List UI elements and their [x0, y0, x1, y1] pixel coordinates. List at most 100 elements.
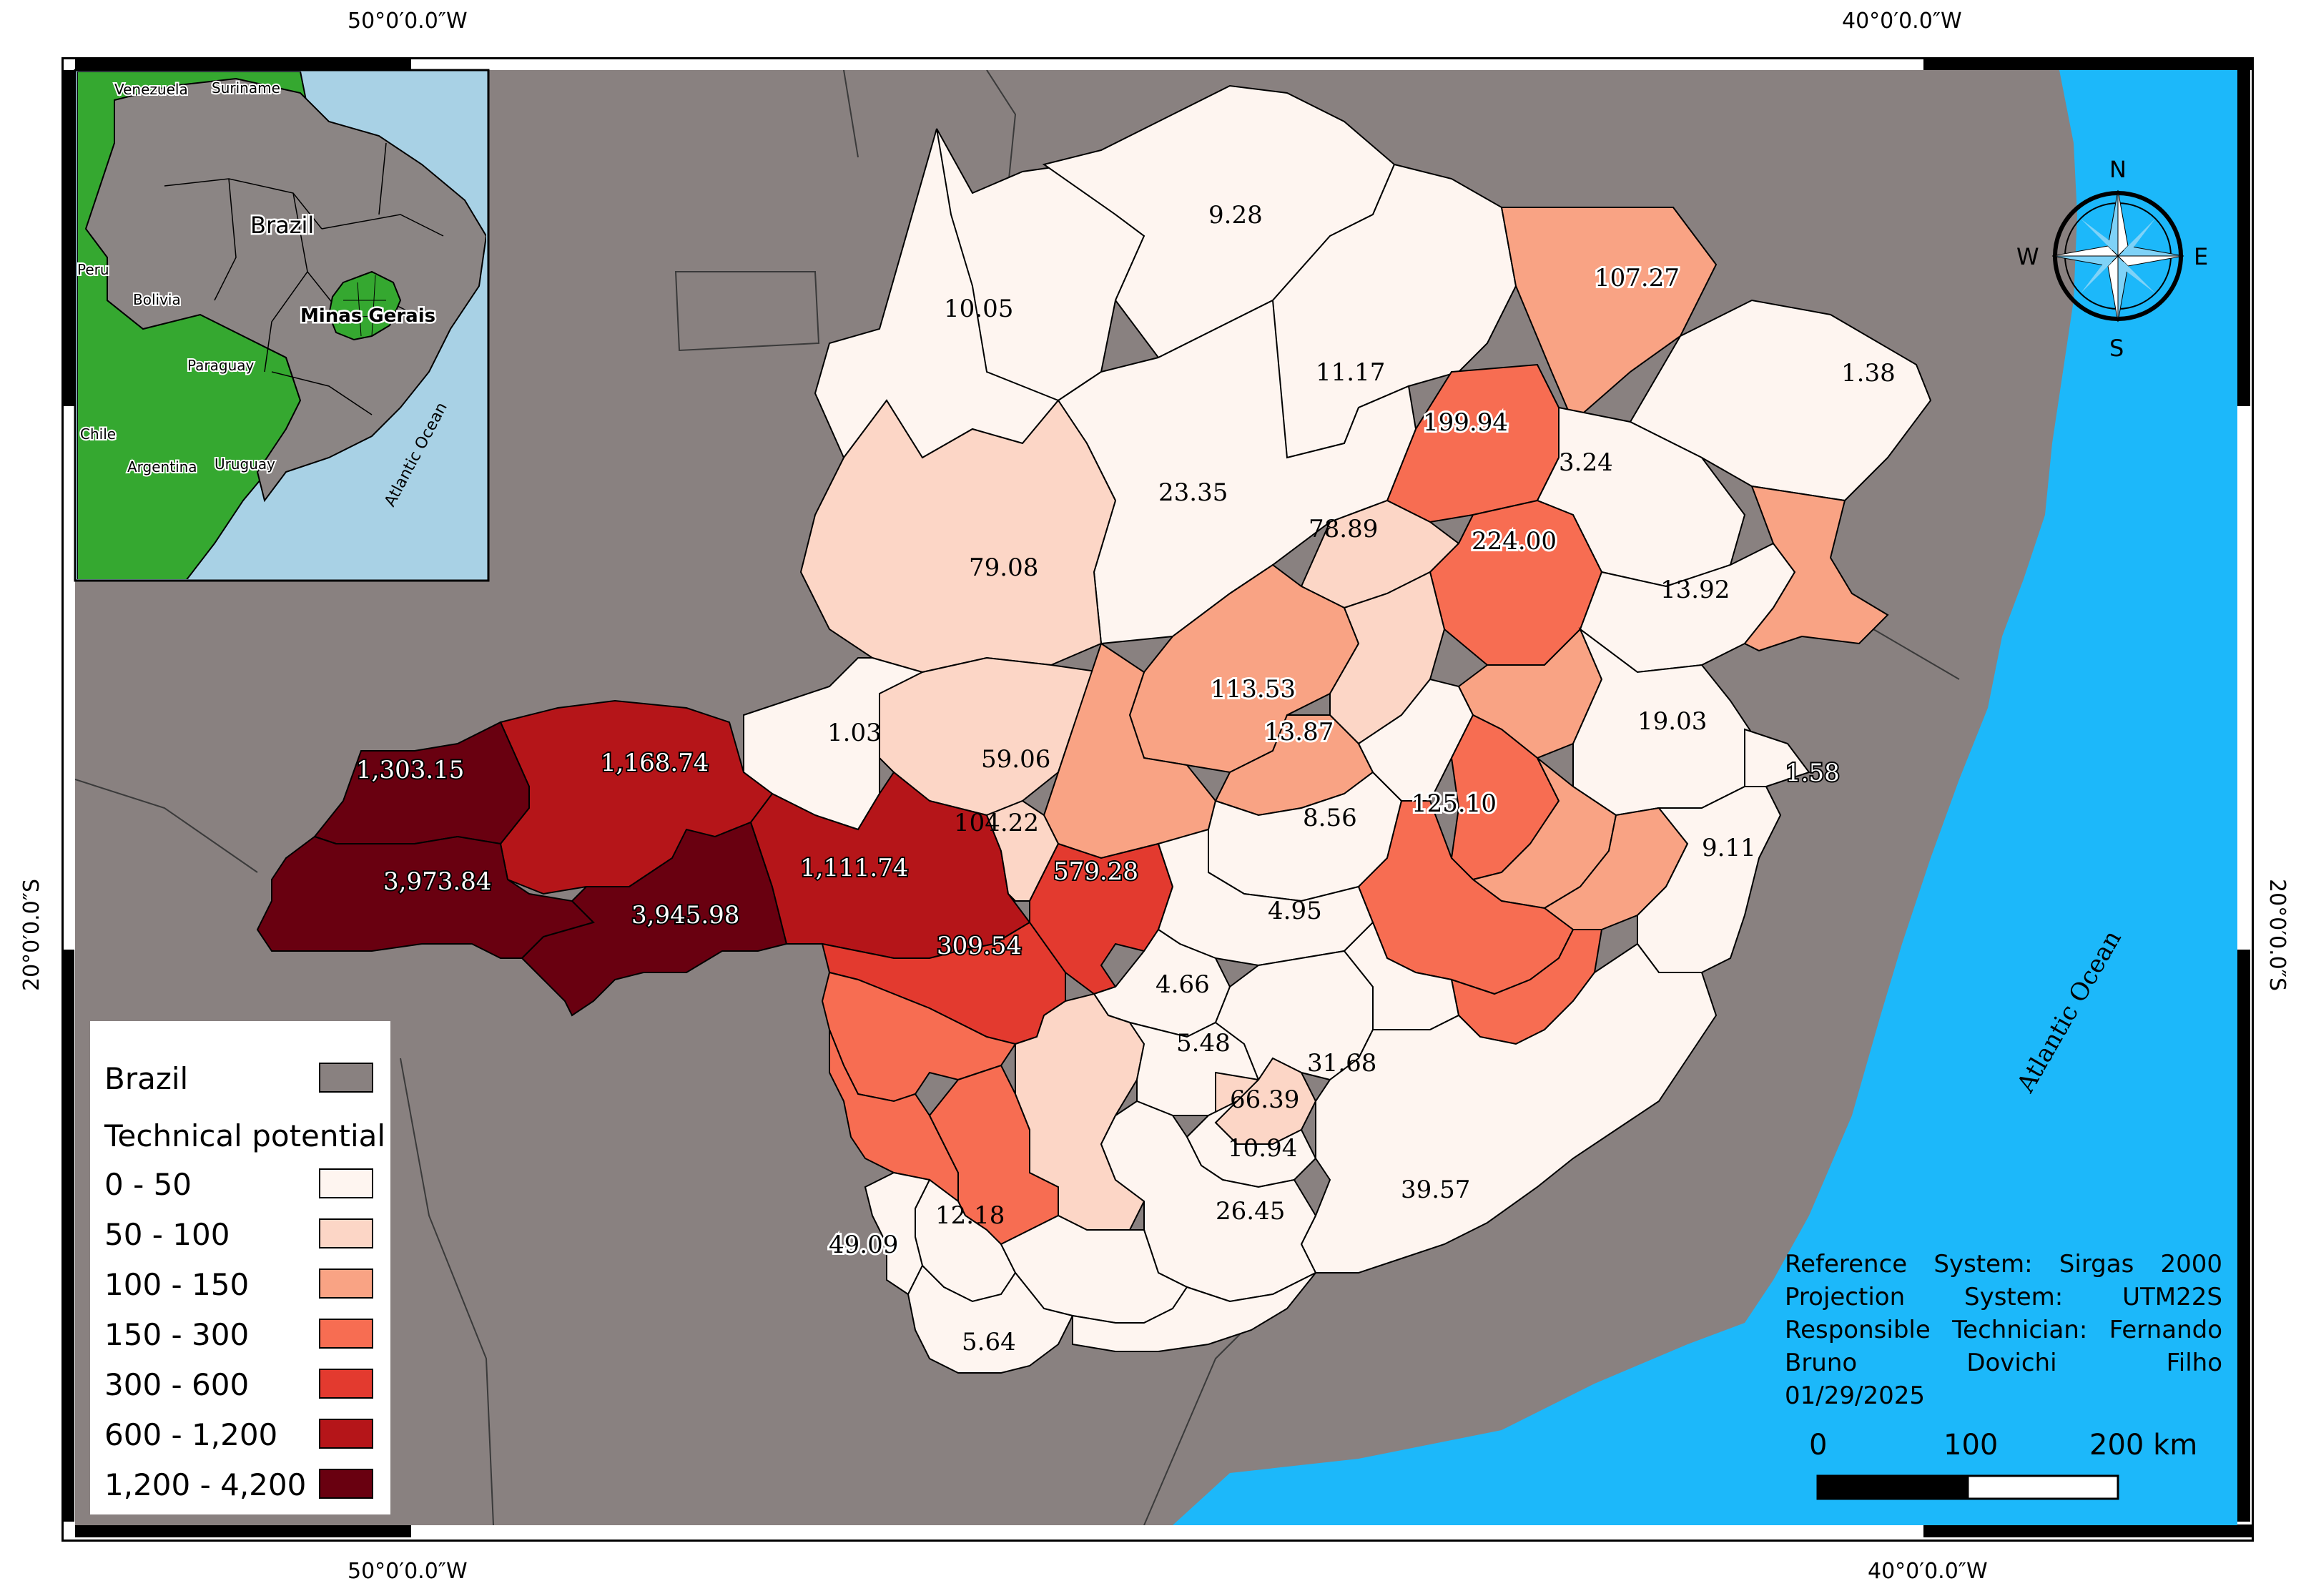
- region-value-label: 49.09: [829, 1231, 898, 1259]
- legend-class-label: 50 - 100: [104, 1217, 230, 1252]
- info-line-date: 01/29/2025: [1785, 1379, 2222, 1412]
- west-label: W: [2016, 243, 2039, 270]
- legend-title: Technical potential: [104, 1118, 386, 1153]
- info-word: Technician:: [1952, 1316, 2088, 1344]
- inset-uruguay: Uruguay: [215, 455, 275, 473]
- region-value-label: 79.08: [969, 553, 1038, 582]
- region-value-label: 59.06: [981, 745, 1050, 774]
- south-label: S: [2109, 335, 2124, 362]
- region-79-08: [799, 399, 1117, 674]
- region-value-label: 9.28: [1208, 201, 1263, 230]
- region-value-label: 23.35: [1158, 478, 1228, 507]
- info-word: Filho: [2166, 1349, 2222, 1377]
- region-5-64: [907, 1264, 1074, 1374]
- region-value-label: 1.03: [827, 719, 882, 747]
- region-value-label: 4.95: [1268, 897, 1322, 925]
- info-word: UTM22S: [2122, 1283, 2222, 1311]
- region-value-label: 1,168.74: [601, 749, 709, 777]
- legend-class-swatch: [319, 1218, 373, 1248]
- scale-label-200: 200 km: [2089, 1429, 2198, 1462]
- frame-ticks: [61, 57, 2252, 1537]
- region-value-label: 224.00: [1472, 527, 1557, 556]
- region-value-label: 11.17: [1316, 358, 1385, 387]
- legend-brazil-label: Brazil: [104, 1061, 189, 1096]
- legend-class-label: 1,200 - 4,200: [104, 1467, 307, 1502]
- info-date: 01/29/2025: [1785, 1381, 1925, 1410]
- region-south-east-small: [1072, 1272, 1316, 1352]
- region-value-label: 1,303.15: [356, 756, 464, 784]
- region-value-label: 31.68: [1307, 1049, 1376, 1078]
- legend-class-swatch: [319, 1168, 373, 1198]
- coord-bottom-right: 40°0′0.0″W: [1868, 1559, 1988, 1584]
- scale-label-0: 0: [1809, 1429, 1828, 1462]
- region-value-label: 13.92: [1660, 576, 1730, 604]
- region-value-label: 39.57: [1401, 1176, 1470, 1204]
- legend-class-label: 0 - 50: [104, 1167, 192, 1202]
- region-value-label: 199.94: [1423, 408, 1508, 437]
- inset-brazil-label: Brazil: [250, 212, 314, 239]
- region-3-973-84: [256, 835, 595, 959]
- north-label: N: [2109, 156, 2127, 183]
- minas-gerais-regions: [256, 84, 1932, 1374]
- east-label: E: [2194, 243, 2208, 270]
- region-9-11: [1637, 786, 1782, 973]
- coord-top-left: 50°0′0.0″W: [348, 9, 468, 34]
- legend-class-swatch: [319, 1319, 373, 1349]
- region-value-label: 107.27: [1595, 264, 1680, 292]
- inset-minas-gerais-label: Minas Gerais: [300, 305, 435, 327]
- region-value-label: 104.22: [954, 809, 1039, 837]
- region-107-27: [1500, 207, 1718, 423]
- coord-right: 20°0′0.0″S: [2265, 878, 2290, 992]
- info-word: Reference: [1785, 1250, 1908, 1279]
- legend: Brazil Technical potential 0 - 50 50 - 1…: [90, 1021, 390, 1514]
- legend-class-label: 300 - 600: [104, 1367, 250, 1402]
- legend-class-swatch: [319, 1369, 373, 1399]
- info-word: 2000: [2160, 1250, 2222, 1279]
- inset-venezuela: Venezuela: [114, 81, 188, 98]
- region-value-label: 5.64: [962, 1328, 1016, 1356]
- region-value-label: 309.54: [937, 932, 1022, 960]
- info-line-projection: Projection System: UTM22S: [1785, 1281, 2222, 1314]
- region-value-label: 113.53: [1211, 675, 1296, 704]
- region-value-labels: 9.28 10.05 107.27 11.17 1.38 199.94 3.24 23.35 7…: [355, 201, 1896, 1356]
- ocean-area: [1173, 70, 2237, 1525]
- region-1-58: [1744, 728, 1810, 787]
- region-value-label: 13.87: [1264, 718, 1334, 747]
- region-value-label: 3.24: [1559, 448, 1613, 477]
- legend-class-swatch: [319, 1269, 373, 1299]
- region-value-label: 1.58: [1785, 759, 1840, 787]
- legend-brazil-swatch: [319, 1063, 373, 1093]
- inset-bolivia: Bolivia: [133, 291, 181, 308]
- region-value-label: 1.38: [1841, 359, 1896, 388]
- region-value-label: 125.10: [1411, 789, 1497, 818]
- info-word: System:: [1933, 1250, 2033, 1279]
- region-value-label: 10.94: [1228, 1134, 1297, 1163]
- region-value-label: 1,111.74: [800, 854, 908, 882]
- legend-class-label: 600 - 1,200: [104, 1417, 278, 1452]
- north-arrow-icon: N S E W: [2016, 156, 2208, 362]
- inset-chile: Chile: [80, 425, 116, 443]
- info-line-technician: Responsible Technician: Fernando: [1785, 1314, 2222, 1346]
- inset-minas-gerais-lines: [335, 275, 398, 337]
- region-value-label: 10.05: [944, 295, 1013, 323]
- region-3-945-98: [521, 821, 788, 1017]
- region-value-label: 19.03: [1637, 707, 1707, 736]
- coord-left: 20°0′0.0″S: [19, 878, 45, 992]
- region-value-label: 3,973.84: [383, 867, 491, 896]
- info-word: Responsible: [1785, 1316, 1931, 1344]
- region-value-label: 66.39: [1230, 1085, 1299, 1114]
- legend-class-swatch: [319, 1419, 373, 1449]
- region-value-label: 579.28: [1053, 857, 1138, 886]
- scale-bar: [1816, 1474, 2119, 1500]
- info-word: Fernando: [2109, 1316, 2222, 1344]
- region-value-label: 12.18: [935, 1201, 1005, 1230]
- legend-class-swatch: [319, 1469, 373, 1499]
- legend-class-label: 100 - 150: [104, 1267, 250, 1302]
- info-line-name: Bruno Dovichi Filho: [1785, 1346, 2222, 1379]
- region-value-label: 78.89: [1309, 515, 1378, 543]
- inset-argentina: Argentina: [127, 458, 197, 476]
- region-value-label: 8.56: [1303, 804, 1357, 832]
- region-value-label: 5.48: [1176, 1029, 1231, 1058]
- info-word: Bruno: [1785, 1349, 1858, 1377]
